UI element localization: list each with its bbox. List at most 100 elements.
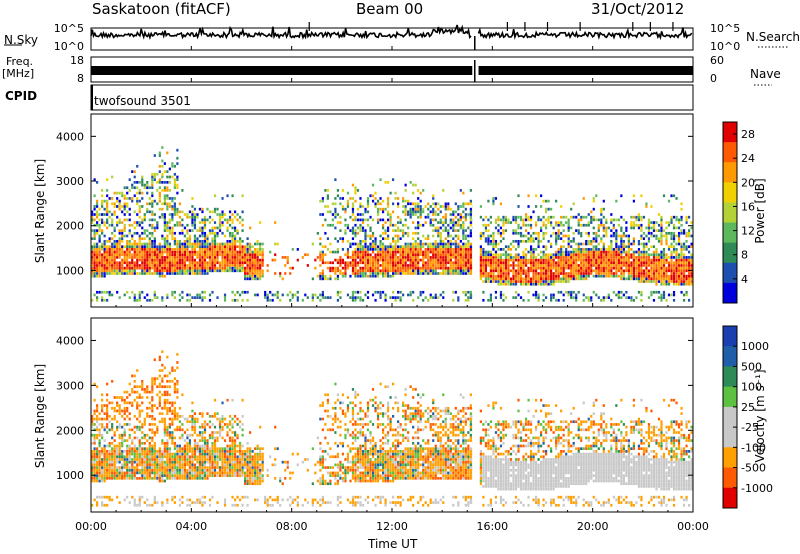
power-cell bbox=[231, 245, 234, 249]
velocity-cell bbox=[143, 450, 146, 453]
power-cell bbox=[437, 264, 440, 267]
power-cell bbox=[101, 274, 104, 278]
power-cell bbox=[141, 253, 144, 257]
power-cell bbox=[565, 215, 568, 219]
power-cell bbox=[354, 248, 357, 251]
power-cell bbox=[133, 226, 136, 230]
power-cell bbox=[487, 274, 490, 278]
velocity-cell bbox=[103, 466, 106, 469]
power-cell bbox=[464, 248, 467, 251]
power-cell bbox=[607, 269, 610, 273]
power-cell bbox=[364, 231, 367, 235]
power-cell bbox=[244, 266, 247, 270]
power-cell bbox=[369, 245, 372, 249]
velocity-cell bbox=[131, 474, 134, 477]
power-cell bbox=[186, 237, 189, 240]
power-cell bbox=[359, 272, 362, 275]
power-cell bbox=[153, 237, 156, 240]
velocity-cell bbox=[138, 471, 141, 475]
velocity-cell bbox=[138, 450, 141, 453]
power-cell bbox=[381, 250, 385, 254]
power-cell bbox=[555, 264, 558, 267]
power-cell bbox=[560, 290, 563, 294]
power-cell bbox=[595, 269, 598, 273]
power-cell bbox=[98, 258, 101, 262]
power-cell bbox=[412, 213, 415, 216]
power-cell bbox=[392, 237, 395, 240]
power-cell bbox=[91, 215, 94, 219]
power-cell bbox=[121, 258, 124, 262]
power-cell bbox=[404, 269, 407, 273]
power-cell bbox=[108, 215, 111, 219]
power-cell bbox=[216, 207, 219, 211]
power-cell bbox=[414, 264, 417, 267]
power-cell bbox=[221, 215, 224, 219]
power-cell bbox=[244, 269, 247, 273]
power-cell bbox=[592, 274, 595, 278]
power-cell bbox=[123, 253, 126, 257]
power-cell bbox=[196, 293, 199, 297]
power-cell bbox=[143, 264, 146, 267]
power-cell bbox=[384, 274, 387, 278]
velocity-cell bbox=[128, 417, 131, 421]
power-cell bbox=[151, 231, 154, 235]
power-cell bbox=[183, 250, 187, 254]
power-cell bbox=[161, 266, 164, 270]
power-cell bbox=[198, 234, 202, 238]
power-cell bbox=[434, 245, 437, 249]
power-cell bbox=[672, 269, 676, 273]
power-cell bbox=[402, 258, 405, 262]
power-cell bbox=[667, 256, 671, 259]
velocity-cell bbox=[118, 455, 121, 459]
power-cell bbox=[238, 269, 242, 273]
power-cell bbox=[469, 248, 472, 251]
power-cell bbox=[417, 207, 420, 211]
power-cell bbox=[241, 194, 244, 198]
power-cell bbox=[203, 218, 207, 222]
power-cell bbox=[427, 264, 430, 267]
power-cell bbox=[462, 264, 465, 267]
power-cell bbox=[211, 237, 214, 240]
power-cell bbox=[545, 280, 548, 283]
power-cell bbox=[148, 231, 151, 235]
power-cell bbox=[492, 266, 495, 270]
power-cell bbox=[138, 272, 141, 275]
power-cell bbox=[642, 231, 646, 235]
power-cell bbox=[637, 269, 641, 273]
velocity-cell bbox=[118, 452, 121, 456]
power-cell bbox=[176, 178, 179, 182]
power-cell bbox=[386, 213, 390, 216]
power-cell bbox=[647, 229, 651, 232]
power-cell bbox=[351, 261, 355, 265]
power-cell bbox=[397, 266, 400, 270]
power-cell bbox=[685, 234, 688, 238]
power-cell bbox=[439, 234, 442, 238]
power-cell bbox=[103, 290, 106, 294]
power-cell bbox=[356, 261, 360, 265]
velocity-cell bbox=[131, 468, 134, 472]
velocity-cell bbox=[133, 466, 136, 469]
power-cell bbox=[567, 261, 570, 265]
power-cell bbox=[138, 239, 141, 243]
power-cell bbox=[171, 250, 174, 254]
power-cell bbox=[193, 269, 197, 273]
power-cell bbox=[359, 256, 362, 259]
power-cell bbox=[173, 258, 176, 262]
power-cell bbox=[600, 213, 603, 216]
power-cell bbox=[386, 274, 390, 278]
power-cell bbox=[269, 290, 272, 294]
power-cell bbox=[640, 266, 643, 270]
power-cell bbox=[151, 175, 154, 179]
power-cell bbox=[206, 234, 209, 238]
power-cell bbox=[93, 258, 96, 262]
power-cell bbox=[522, 218, 525, 222]
velocity-cell bbox=[106, 425, 109, 429]
power-cell bbox=[259, 261, 262, 265]
power-cell bbox=[610, 234, 613, 238]
power-cell bbox=[670, 242, 673, 246]
power-cell bbox=[168, 242, 171, 246]
velocity-cell bbox=[151, 455, 154, 459]
power-cell bbox=[555, 272, 558, 275]
power-cell bbox=[126, 253, 129, 257]
power-cell bbox=[158, 245, 161, 249]
